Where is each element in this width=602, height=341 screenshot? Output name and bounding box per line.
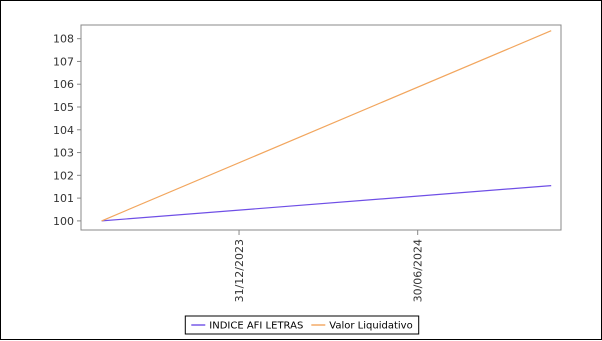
x-axis: 31/12/2023 30/06/2024 xyxy=(233,230,425,302)
x-tick-label: 30/06/2024 xyxy=(412,239,425,302)
series-lines xyxy=(101,30,552,222)
y-tick-label: 108 xyxy=(53,33,74,46)
legend-box xyxy=(184,315,420,335)
y-tick-label: 101 xyxy=(53,192,74,205)
legend: INDICE AFI LETRAS Valor Liquidativo xyxy=(184,315,420,335)
y-axis: 100 101 102 103 104 105 106 107 108 xyxy=(53,33,81,228)
y-tick-label: 103 xyxy=(53,147,74,160)
legend-label: Valor Liquidativo xyxy=(329,321,412,332)
legend-label: INDICE AFI LETRAS xyxy=(209,321,303,332)
y-tick-label: 105 xyxy=(53,101,74,114)
y-tick-label: 106 xyxy=(53,78,74,91)
series-line xyxy=(101,185,552,222)
x-tick-label: 31/12/2023 xyxy=(233,239,246,302)
y-tick-label: 104 xyxy=(53,124,74,137)
y-tick-label: 100 xyxy=(53,215,74,228)
y-tick-label: 102 xyxy=(53,169,74,182)
series-line xyxy=(101,30,552,222)
y-tick-label: 107 xyxy=(53,55,74,68)
